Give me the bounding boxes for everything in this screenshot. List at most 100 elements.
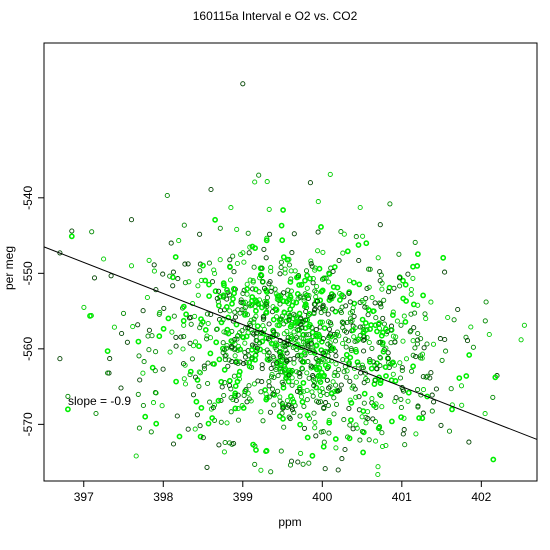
data-point xyxy=(105,370,111,376)
data-point xyxy=(280,254,287,260)
data-point xyxy=(284,256,291,263)
data-point xyxy=(382,364,389,370)
data-point xyxy=(320,350,326,356)
data-point xyxy=(317,319,324,326)
data-point xyxy=(343,357,349,363)
data-point xyxy=(388,418,395,425)
data-point xyxy=(234,378,241,385)
data-point xyxy=(198,277,204,283)
data-point xyxy=(309,329,316,336)
data-point xyxy=(313,289,319,295)
data-point xyxy=(470,344,476,350)
data-point xyxy=(326,326,332,332)
data-point xyxy=(317,379,324,385)
data-point xyxy=(316,357,322,363)
data-point xyxy=(387,201,393,207)
data-point xyxy=(268,268,274,274)
data-point xyxy=(374,328,380,335)
data-point xyxy=(234,260,240,267)
data-point xyxy=(446,428,453,434)
data-point xyxy=(370,416,376,422)
data-point xyxy=(296,310,303,317)
data-point xyxy=(169,274,176,281)
data-point xyxy=(320,303,326,310)
data-point xyxy=(205,360,211,366)
data-point xyxy=(338,229,344,235)
data-point xyxy=(371,402,377,409)
data-point xyxy=(167,349,173,355)
data-point xyxy=(312,265,318,271)
data-point xyxy=(153,349,159,355)
data-point xyxy=(381,297,387,303)
data-point xyxy=(318,369,325,376)
data-point xyxy=(397,275,403,281)
data-point xyxy=(268,365,274,372)
data-point xyxy=(145,333,151,339)
data-point xyxy=(300,461,306,467)
data-point xyxy=(379,430,385,436)
data-point xyxy=(287,332,293,338)
data-point xyxy=(304,434,311,441)
data-point xyxy=(303,268,310,274)
data-point xyxy=(377,363,383,369)
data-point xyxy=(304,285,310,291)
data-point xyxy=(360,328,367,335)
data-point xyxy=(278,259,284,265)
data-point xyxy=(232,314,239,320)
data-point xyxy=(198,316,204,322)
data-point xyxy=(237,310,243,316)
data-point xyxy=(313,342,320,349)
data-point xyxy=(321,439,327,445)
data-point xyxy=(347,378,353,384)
data-point xyxy=(190,392,197,398)
data-point xyxy=(280,290,287,296)
data-point xyxy=(353,422,359,428)
data-point xyxy=(309,452,316,459)
data-point xyxy=(308,340,314,346)
data-point xyxy=(107,356,113,362)
data-point xyxy=(298,315,304,321)
data-point xyxy=(233,397,239,404)
data-point xyxy=(160,325,167,332)
data-point xyxy=(307,180,313,186)
data-point xyxy=(222,357,228,363)
data-point xyxy=(439,357,445,363)
data-point xyxy=(277,271,283,277)
data-point xyxy=(376,320,382,327)
data-point xyxy=(347,299,353,305)
data-point xyxy=(278,264,284,270)
data-point xyxy=(279,410,285,416)
data-point xyxy=(325,341,331,347)
data-point xyxy=(390,359,396,366)
data-point xyxy=(410,275,416,281)
data-point xyxy=(413,354,419,360)
data-point xyxy=(263,255,269,261)
data-point xyxy=(397,360,403,366)
data-point xyxy=(211,402,218,408)
data-point xyxy=(299,365,305,371)
data-point xyxy=(385,350,391,356)
data-point xyxy=(228,205,234,211)
data-point xyxy=(392,339,398,345)
data-point xyxy=(332,308,339,315)
data-point xyxy=(164,192,170,199)
data-point xyxy=(400,431,406,437)
data-point xyxy=(302,325,309,331)
data-point xyxy=(449,406,455,413)
data-point xyxy=(284,350,290,356)
data-point xyxy=(343,374,349,380)
data-point xyxy=(182,261,188,267)
data-point xyxy=(378,392,384,398)
data-point xyxy=(366,358,373,365)
data-point xyxy=(266,394,272,400)
data-point xyxy=(403,356,410,362)
data-point xyxy=(423,316,429,322)
data-point xyxy=(295,273,302,279)
data-point xyxy=(261,285,268,291)
data-point xyxy=(227,308,233,314)
data-point xyxy=(257,340,263,346)
data-point xyxy=(348,319,354,325)
data-point xyxy=(377,354,383,360)
data-point xyxy=(306,460,312,466)
data-point xyxy=(263,237,270,244)
